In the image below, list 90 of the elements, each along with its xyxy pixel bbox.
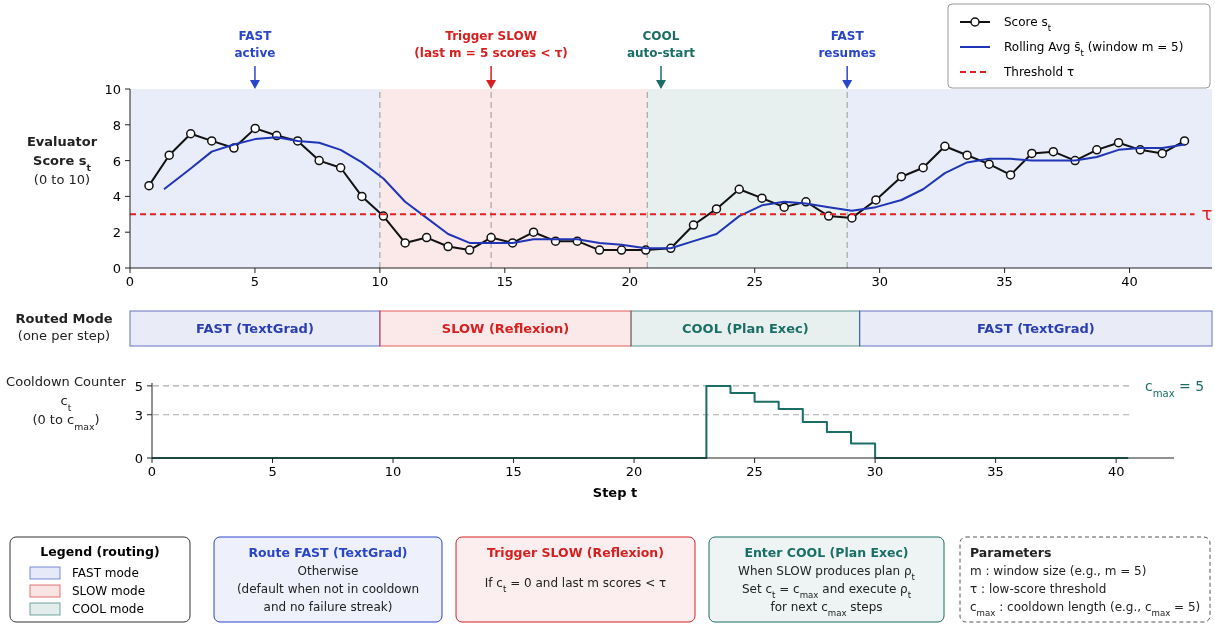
y-tick-label: 0 <box>112 261 121 276</box>
legend-label: Threshold τ <box>1003 65 1075 79</box>
point <box>314 155 324 166</box>
point <box>357 191 367 202</box>
point <box>528 227 539 237</box>
x-axis-title: Step t <box>592 485 638 500</box>
point <box>594 245 605 255</box>
x-tick-label: 0 <box>147 464 157 479</box>
x-tick-label: 35 <box>996 274 1013 289</box>
point <box>847 213 857 223</box>
category-label: SLOW mode <box>72 584 146 598</box>
point <box>757 193 767 203</box>
point <box>1179 136 1190 146</box>
point <box>688 220 699 230</box>
point <box>779 202 789 212</box>
series-label: FAST (TextGrad) <box>196 321 314 336</box>
x-tick-label: 25 <box>746 464 763 479</box>
bar <box>379 310 632 347</box>
category-label: FAST mode <box>72 566 139 580</box>
text: Route FAST (TextGrad) Otherwise (default when not in cooldown and no failure streak) <box>236 545 420 614</box>
point <box>1048 146 1059 157</box>
bar <box>129 310 381 347</box>
point <box>962 150 972 160</box>
legend-title: Legend (routing) <box>40 544 160 559</box>
point <box>918 163 928 173</box>
point <box>421 232 432 243</box>
x-tick-label: 35 <box>987 464 1004 479</box>
x-tick-label: 30 <box>871 274 888 289</box>
point <box>464 245 475 255</box>
x-tick-label: 40 <box>1121 274 1138 289</box>
point <box>206 136 217 146</box>
text: Parameters m : window size (e.g., m = 5) τ : low-score threshold c$_{max}$ : cooldown length (e.g., c$_{max}$ = 5) <box>970 545 1201 618</box>
point <box>250 123 260 134</box>
y-tick-label: 4 <box>112 189 121 205</box>
x-tick-label: 5 <box>268 464 277 479</box>
point <box>335 163 346 173</box>
annotation: FAST active <box>234 29 276 60</box>
series-label: COOL (Plan Exec) <box>682 321 809 336</box>
y-tick-label: 2 <box>112 225 121 241</box>
x-tick-label: 20 <box>625 464 643 479</box>
y-tick-label: 10 <box>104 82 121 97</box>
ref-line-label: c$_{max}$ = 5 <box>1145 377 1205 399</box>
series-label: SLOW (Reflexion) <box>441 321 570 336</box>
y-tick-label: 0 <box>134 451 143 466</box>
x-tick-label: 25 <box>746 274 763 289</box>
point <box>1113 137 1124 148</box>
x-tick-label: 15 <box>496 274 514 289</box>
x-tick-label: 40 <box>1107 464 1125 479</box>
point <box>1027 148 1037 159</box>
text: Enter COOL (Plan Exec) When SLOW produces plan ρ$_{t}$ Set c$_{t}$ = c$_{max}$ and execute ρ$_{t}$ for next c$_{max}$ steps <box>738 545 915 618</box>
point <box>711 204 722 214</box>
point <box>486 232 496 243</box>
y-tick-label: 5 <box>134 378 143 394</box>
y-axis-title: Evaluator Score s$_{t}$ (0 to 10) <box>26 134 98 187</box>
annotation: FAST resumes <box>818 29 876 60</box>
point <box>940 141 950 152</box>
point <box>896 171 907 182</box>
x-tick-label: 15 <box>505 464 522 479</box>
x-tick-label: 5 <box>250 274 260 289</box>
y-tick-label: 6 <box>112 153 121 169</box>
x-tick-label: 10 <box>384 464 402 479</box>
bar <box>630 310 861 347</box>
legend-label: Rolling Avg s̄$_{t}$ (window m = 5) <box>1004 40 1184 58</box>
point <box>1005 170 1016 180</box>
category-label: COOL mode <box>72 602 144 616</box>
series-label: FAST (TextGrad) <box>976 321 1095 336</box>
point <box>616 245 627 255</box>
point <box>1092 145 1102 155</box>
point <box>734 184 744 194</box>
y-tick-label: 3 <box>134 407 143 423</box>
y-axis-title: Cooldown Counter c$_{t}$ (0 to c$_{max}$) <box>6 374 127 432</box>
point <box>400 238 410 248</box>
y-tick-label: 8 <box>112 117 121 133</box>
point <box>443 241 453 252</box>
text: Trigger SLOW (Reflexion) If c$_{t}$ = 0 and last m scores < τ <box>484 545 667 594</box>
bar <box>859 310 1213 347</box>
point <box>144 180 154 191</box>
x-tick-label: 10 <box>371 274 389 289</box>
point <box>164 150 174 160</box>
point <box>185 129 196 139</box>
point <box>1157 148 1168 159</box>
point <box>871 195 881 205</box>
x-tick-label: 30 <box>866 464 884 479</box>
legend-label: Score s$_{t}$ <box>1004 15 1052 33</box>
x-tick-label: 20 <box>621 274 639 289</box>
annotation: COOL auto-start <box>626 29 696 60</box>
annotation: Trigger SLOW (last m = 5 scores < τ) <box>414 29 568 60</box>
y-axis-title: Routed Mode (one per step) <box>15 311 113 343</box>
point <box>984 159 994 169</box>
annotation: τ <box>1201 203 1213 225</box>
